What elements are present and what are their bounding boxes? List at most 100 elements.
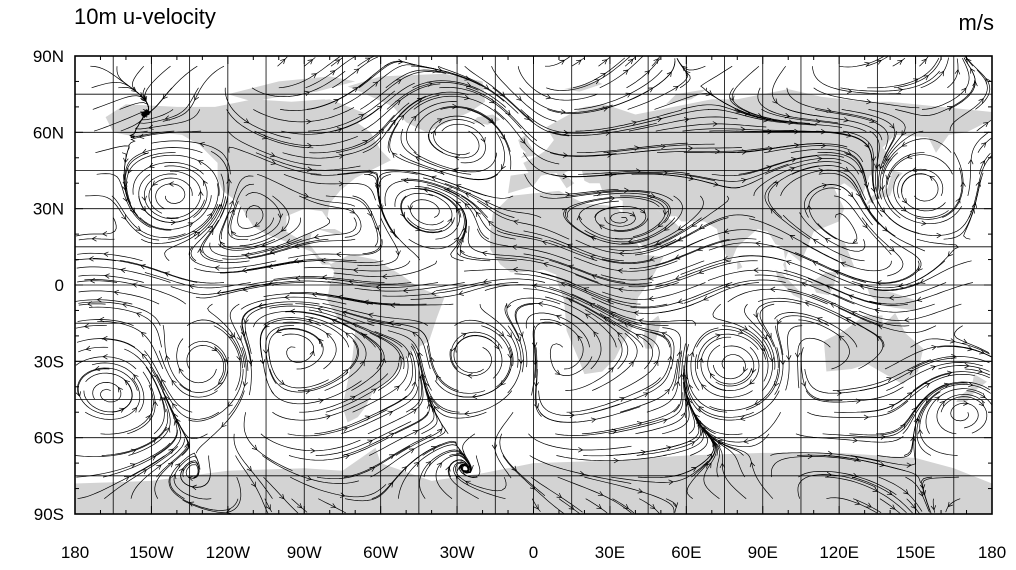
streamline (202, 200, 228, 262)
streamline (460, 433, 476, 474)
streamline-arrow (395, 250, 401, 256)
streamline-arrow (367, 312, 374, 318)
streamline-arrow (389, 302, 396, 308)
streamline (919, 56, 929, 67)
streamline (241, 301, 320, 334)
streamline (121, 152, 142, 220)
streamline (947, 58, 959, 89)
streamline-arrow (677, 298, 684, 304)
streamline-arrow (854, 500, 861, 506)
streamline-arrow (872, 487, 879, 492)
streamline (851, 476, 913, 514)
streamline-arrow (970, 67, 976, 74)
streamline (143, 173, 179, 220)
streamline-arrow (415, 226, 421, 232)
streamline-arrow (464, 94, 470, 101)
streamline (322, 303, 428, 326)
streamline-arrow (380, 357, 387, 364)
streamline-arrow (156, 464, 162, 470)
streamline-arrow (230, 332, 236, 339)
streamline-arrow (371, 388, 377, 394)
streamline-arrow (433, 405, 439, 412)
streamline-arrow (617, 331, 623, 338)
streamline (227, 130, 322, 166)
streamline-arrow (885, 174, 891, 181)
streamline (707, 434, 747, 499)
streamline (523, 152, 617, 178)
streamline (712, 303, 770, 358)
streamline (912, 371, 990, 391)
streamline-arrow (247, 359, 253, 366)
streamline-arrow (531, 283, 538, 289)
streamline (453, 335, 493, 374)
map-frame (74, 55, 993, 515)
streamline (787, 288, 883, 327)
streamline-arrow (625, 92, 632, 98)
streamline (945, 498, 961, 513)
streamline (194, 260, 304, 273)
streamline-arrow (391, 152, 398, 158)
streamline-arrow (568, 264, 574, 270)
streamline (515, 303, 534, 368)
streamline-arrow (402, 287, 409, 294)
streamline (867, 57, 940, 89)
streamline-arrow (377, 105, 383, 111)
streamline (753, 161, 842, 196)
streamline-arrow (691, 221, 697, 227)
streamline-arrow (270, 159, 277, 165)
streamline (690, 327, 719, 391)
streamline-arrow (662, 210, 669, 216)
streamline (290, 476, 387, 498)
streamline-arrow (642, 392, 649, 398)
streamline (496, 230, 598, 262)
streamline-arrow (864, 205, 870, 211)
streamline (861, 217, 904, 277)
streamline-arrow (886, 490, 893, 496)
streamline-arrow (317, 306, 323, 313)
streamline (661, 214, 756, 248)
streamline (386, 82, 479, 110)
streamline-arrow (436, 428, 443, 434)
streamline-arrow (148, 162, 155, 168)
streamline-arrow (628, 58, 634, 65)
streamline-arrow (467, 373, 473, 379)
streamline (563, 196, 612, 240)
streamline (151, 154, 220, 196)
streamline (586, 303, 671, 348)
streamline (814, 109, 889, 150)
streamline (369, 332, 402, 391)
streamline-arrow (513, 219, 519, 225)
streamline-arrow (152, 400, 158, 407)
streamline-arrow (507, 353, 513, 359)
streamline (315, 421, 412, 456)
streamline-arrow (424, 382, 430, 388)
lon-tick-label: 90W (287, 543, 322, 562)
streamline-arrow (946, 106, 953, 111)
streamline (155, 183, 186, 210)
streamline-arrow (836, 390, 843, 396)
streamline-arrow (352, 322, 359, 328)
streamline-arrow (967, 381, 974, 388)
streamline (842, 130, 876, 192)
streamline-arrow (776, 319, 782, 325)
streamline (965, 368, 991, 376)
streamline-arrow (843, 117, 849, 123)
streamline (481, 325, 511, 388)
streamline (936, 393, 985, 435)
streamline-arrow (963, 400, 969, 406)
streamline-arrow (353, 68, 360, 74)
streamline-arrow (577, 335, 583, 341)
streamline (378, 173, 399, 240)
streamline-arrow (569, 412, 575, 419)
streamline-arrow (977, 368, 984, 374)
streamline (533, 321, 562, 378)
streamline (240, 296, 347, 310)
streamline-arrow (388, 320, 395, 326)
streamline (575, 238, 677, 254)
streamline (584, 476, 675, 513)
streamline (145, 366, 165, 435)
streamline (85, 377, 141, 420)
streamline-arrow (103, 251, 109, 257)
streamline-arrow (971, 202, 978, 209)
streamline (253, 107, 355, 123)
